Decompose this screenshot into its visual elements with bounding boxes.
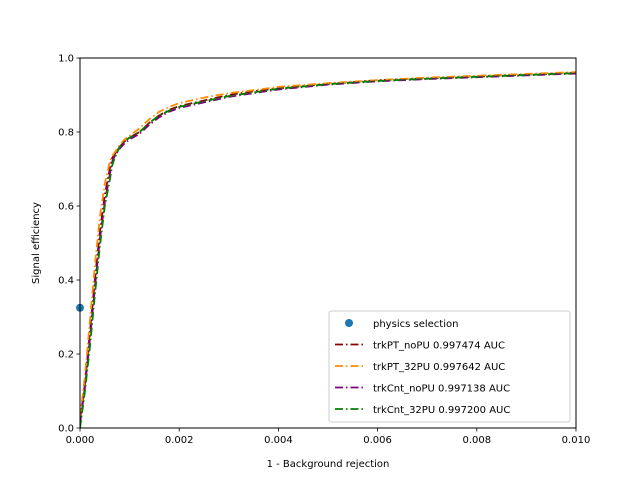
y-tick-label: 0.2 (58, 350, 74, 361)
y-axis-ticks: 0.0 0.2 0.4 0.6 0.8 1.0 (58, 54, 80, 435)
x-tick-label: 0.008 (462, 435, 491, 446)
legend-label: trkPT_noPU 0.997474 AUC (373, 341, 505, 352)
legend-marker (345, 319, 353, 327)
y-tick-label: 0.0 (58, 424, 74, 435)
y-axis-label: Signal efficiency (31, 202, 42, 284)
legend-frame (328, 310, 571, 423)
legend-label: trkCnt_32PU 0.997200 AUC (373, 405, 510, 416)
plot-frame (79, 57, 577, 429)
legend-label: trkCnt_noPU 0.997138 AUC (373, 384, 510, 395)
x-tick-label: 0.010 (562, 435, 591, 446)
y-tick-label: 0.8 (58, 128, 74, 139)
x-tick-label: 0.002 (165, 435, 194, 446)
series-line-2 (80, 71, 576, 418)
legend-label: physics selection (373, 319, 458, 330)
x-tick-label: 0.006 (363, 435, 392, 446)
y-tick-label: 0.4 (58, 276, 74, 287)
x-axis-label: 1 - Background rejection (267, 459, 390, 470)
legend: physics selection trkPT_noPU 0.997474 AUC… (328, 310, 571, 423)
y-tick-label: 1.0 (58, 54, 74, 65)
series-layer (80, 71, 576, 429)
y-tick-label: 0.6 (58, 202, 74, 213)
x-tick-label: 0.004 (264, 435, 293, 446)
x-axis-ticks: 0.000 0.002 0.004 0.006 0.008 0.010 (66, 428, 591, 446)
legend-label: trkPT_32PU 0.997642 AUC (373, 362, 505, 373)
x-tick-label: 0.000 (66, 435, 95, 446)
